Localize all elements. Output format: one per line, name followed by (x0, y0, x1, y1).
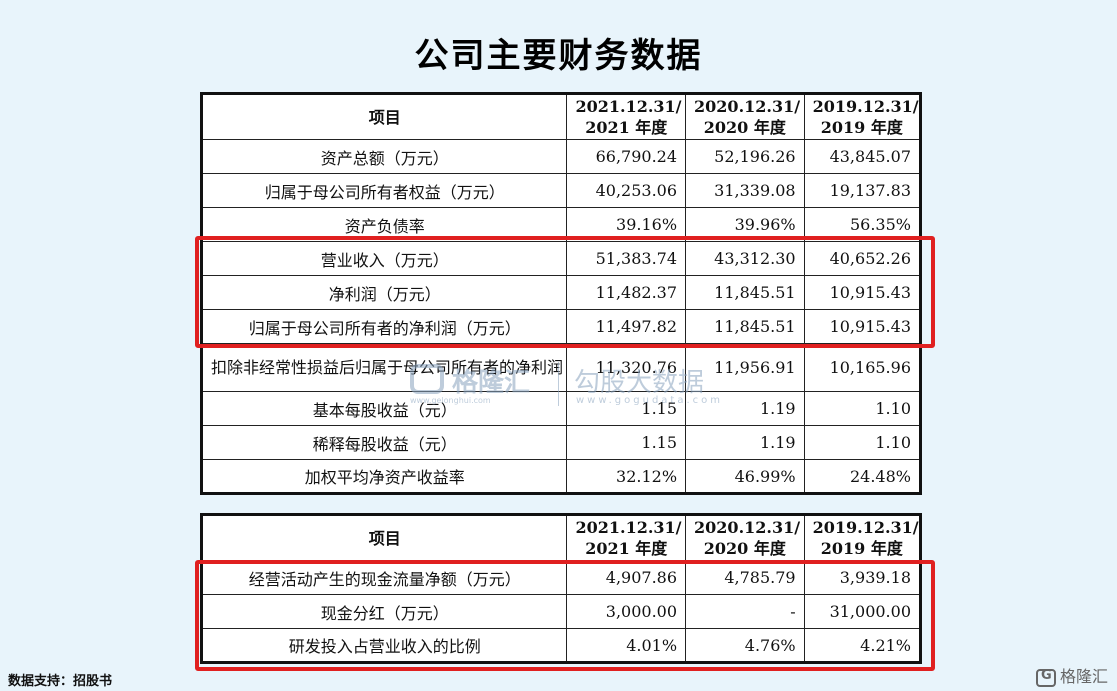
table-row: 资产总额（万元） 66,790.24 52,196.26 43,845.07 (200, 139, 922, 174)
value-2021: 51,383.74 (566, 241, 687, 276)
value-2020: 31,339.08 (685, 173, 805, 208)
value-2021: 40,253.06 (566, 173, 687, 208)
value-2019: 3,939.18 (803, 560, 922, 595)
value-2020: 39.96% (685, 207, 805, 242)
value-2019: 10,915.43 (803, 309, 922, 344)
value-2019: 1.10 (803, 425, 922, 460)
value-2021: 32.12% (566, 459, 687, 494)
row-label: 资产总额（万元） (200, 139, 568, 174)
table-row: 经营活动产生的现金流量净额（万元） 4,907.86 4,785.79 3,93… (200, 560, 922, 595)
header-2020: 2020.12.31/ 2020 年度 (685, 93, 805, 140)
watermark-url-secondary: www.gogudata.com (576, 395, 724, 406)
value-2019: 19,137.83 (803, 173, 922, 208)
table-row: 归属于母公司所有者的净利润（万元） 11,497.82 11,845.51 10… (200, 309, 922, 344)
value-2021: 39.16% (566, 207, 687, 242)
table-row: 扣除非经常性损益后归属于母公司所有者的净利润（万元） 11,320.76 11,… (200, 343, 922, 392)
watermark-brand-secondary: 勾股大数据 (574, 368, 705, 398)
value-2019: 24.48% (803, 459, 922, 494)
value-2021: 11,497.82 (566, 309, 687, 344)
value-2021: 11,482.37 (566, 275, 687, 310)
corner-logo-text: 格隆汇 (1060, 667, 1109, 686)
header-2021: 2021.12.31/ 2021 年度 (566, 93, 687, 140)
value-2019: 10,915.43 (803, 275, 922, 310)
table-row: 资产负债率 39.16% 39.96% 56.35% (200, 207, 922, 242)
table-row: 净利润（万元） 11,482.37 11,845.51 10,915.43 (200, 275, 922, 310)
value-2020: 4,785.79 (685, 560, 805, 595)
row-label: 基本每股收益（元） (200, 391, 568, 426)
row-label: 研发投入占营业收入的比例 (200, 628, 568, 663)
value-2021: 11,320.76 (566, 343, 687, 392)
header-2021: 2021.12.31/ 2021 年度 (566, 514, 687, 561)
page-title: 公司主要财务数据 (414, 36, 703, 76)
value-2019: 43,845.07 (803, 139, 922, 174)
row-label: 现金分红（万元） (200, 594, 568, 629)
watermark-divider (558, 362, 559, 406)
table-row: 现金分红（万元） 3,000.00 - 31,000.00 (200, 594, 922, 629)
table-header-row: 项目 2021.12.31/ 2021 年度 2020.12.31/ 2020 … (200, 93, 922, 140)
value-2020: 46.99% (685, 459, 805, 494)
header-2019: 2019.12.31/ 2019 年度 (803, 514, 922, 561)
row-label: 营业收入（万元） (200, 241, 568, 276)
row-label: 资产负债率 (200, 207, 568, 242)
value-2019: 40,652.26 (803, 241, 922, 276)
logo-g-icon: G (1036, 668, 1056, 687)
value-2020: 11,845.51 (685, 309, 805, 344)
value-2019: 10,165.96 (803, 343, 922, 392)
watermark-logo-icon (410, 364, 444, 394)
header-item: 项目 (200, 93, 568, 140)
value-2019: 56.35% (803, 207, 922, 242)
value-2021: 4,907.86 (566, 560, 687, 595)
value-2020: - (685, 594, 805, 629)
table-row: 归属于母公司所有者权益（万元） 40,253.06 31,339.08 19,1… (200, 173, 922, 208)
value-2019: 1.10 (803, 391, 922, 426)
value-2020: 43,312.30 (685, 241, 805, 276)
row-label: 经营活动产生的现金流量净额（万元） (200, 560, 568, 595)
table-header-row: 项目 2021.12.31/ 2021 年度 2020.12.31/ 2020 … (200, 514, 922, 561)
value-2020: 1.19 (685, 425, 805, 460)
value-2020: 4.76% (685, 628, 805, 663)
corner-logo: G 格隆汇 (1036, 663, 1108, 687)
table-row: 营业收入（万元） 51,383.74 43,312.30 40,652.26 (200, 241, 922, 276)
value-2021: 4.01% (566, 628, 687, 663)
watermark-brand: 格隆汇 (452, 368, 531, 398)
value-2021: 3,000.00 (566, 594, 687, 629)
header-2020: 2020.12.31/ 2020 年度 (685, 514, 805, 561)
value-2021: 66,790.24 (566, 139, 687, 174)
row-label: 归属于母公司所有者权益（万元） (200, 173, 568, 208)
table-row: 加权平均净资产收益率 32.12% 46.99% 24.48% (200, 459, 922, 494)
row-label: 加权平均净资产收益率 (200, 459, 568, 494)
value-2020: 11,845.51 (685, 275, 805, 310)
value-2021: 1.15 (566, 425, 687, 460)
row-label: 净利润（万元） (200, 275, 568, 310)
value-2019: 31,000.00 (803, 594, 922, 629)
header-2019: 2019.12.31/ 2019 年度 (803, 93, 922, 140)
value-2019: 4.21% (803, 628, 922, 663)
table-row: 基本每股收益（元） 1.15 1.19 1.10 (200, 391, 922, 426)
table-row: 稀释每股收益（元） 1.15 1.19 1.10 (200, 425, 922, 460)
financial-table-cashflow: 项目 2021.12.31/ 2021 年度 2020.12.31/ 2020 … (200, 513, 922, 664)
header-item: 项目 (200, 514, 568, 561)
data-source-note: 数据支持：招股书 (8, 674, 113, 689)
row-label: 扣除非经常性损益后归属于母公司所有者的净利润（万元） (200, 343, 568, 392)
row-label: 稀释每股收益（元） (200, 425, 568, 460)
financial-table-main: 项目 2021.12.31/ 2021 年度 2020.12.31/ 2020 … (200, 92, 922, 495)
row-label: 归属于母公司所有者的净利润（万元） (200, 309, 568, 344)
value-2020: 52,196.26 (685, 139, 805, 174)
watermark-url: www.gelonghui.com (410, 396, 491, 405)
table-row: 研发投入占营业收入的比例 4.01% 4.76% 4.21% (200, 628, 922, 663)
